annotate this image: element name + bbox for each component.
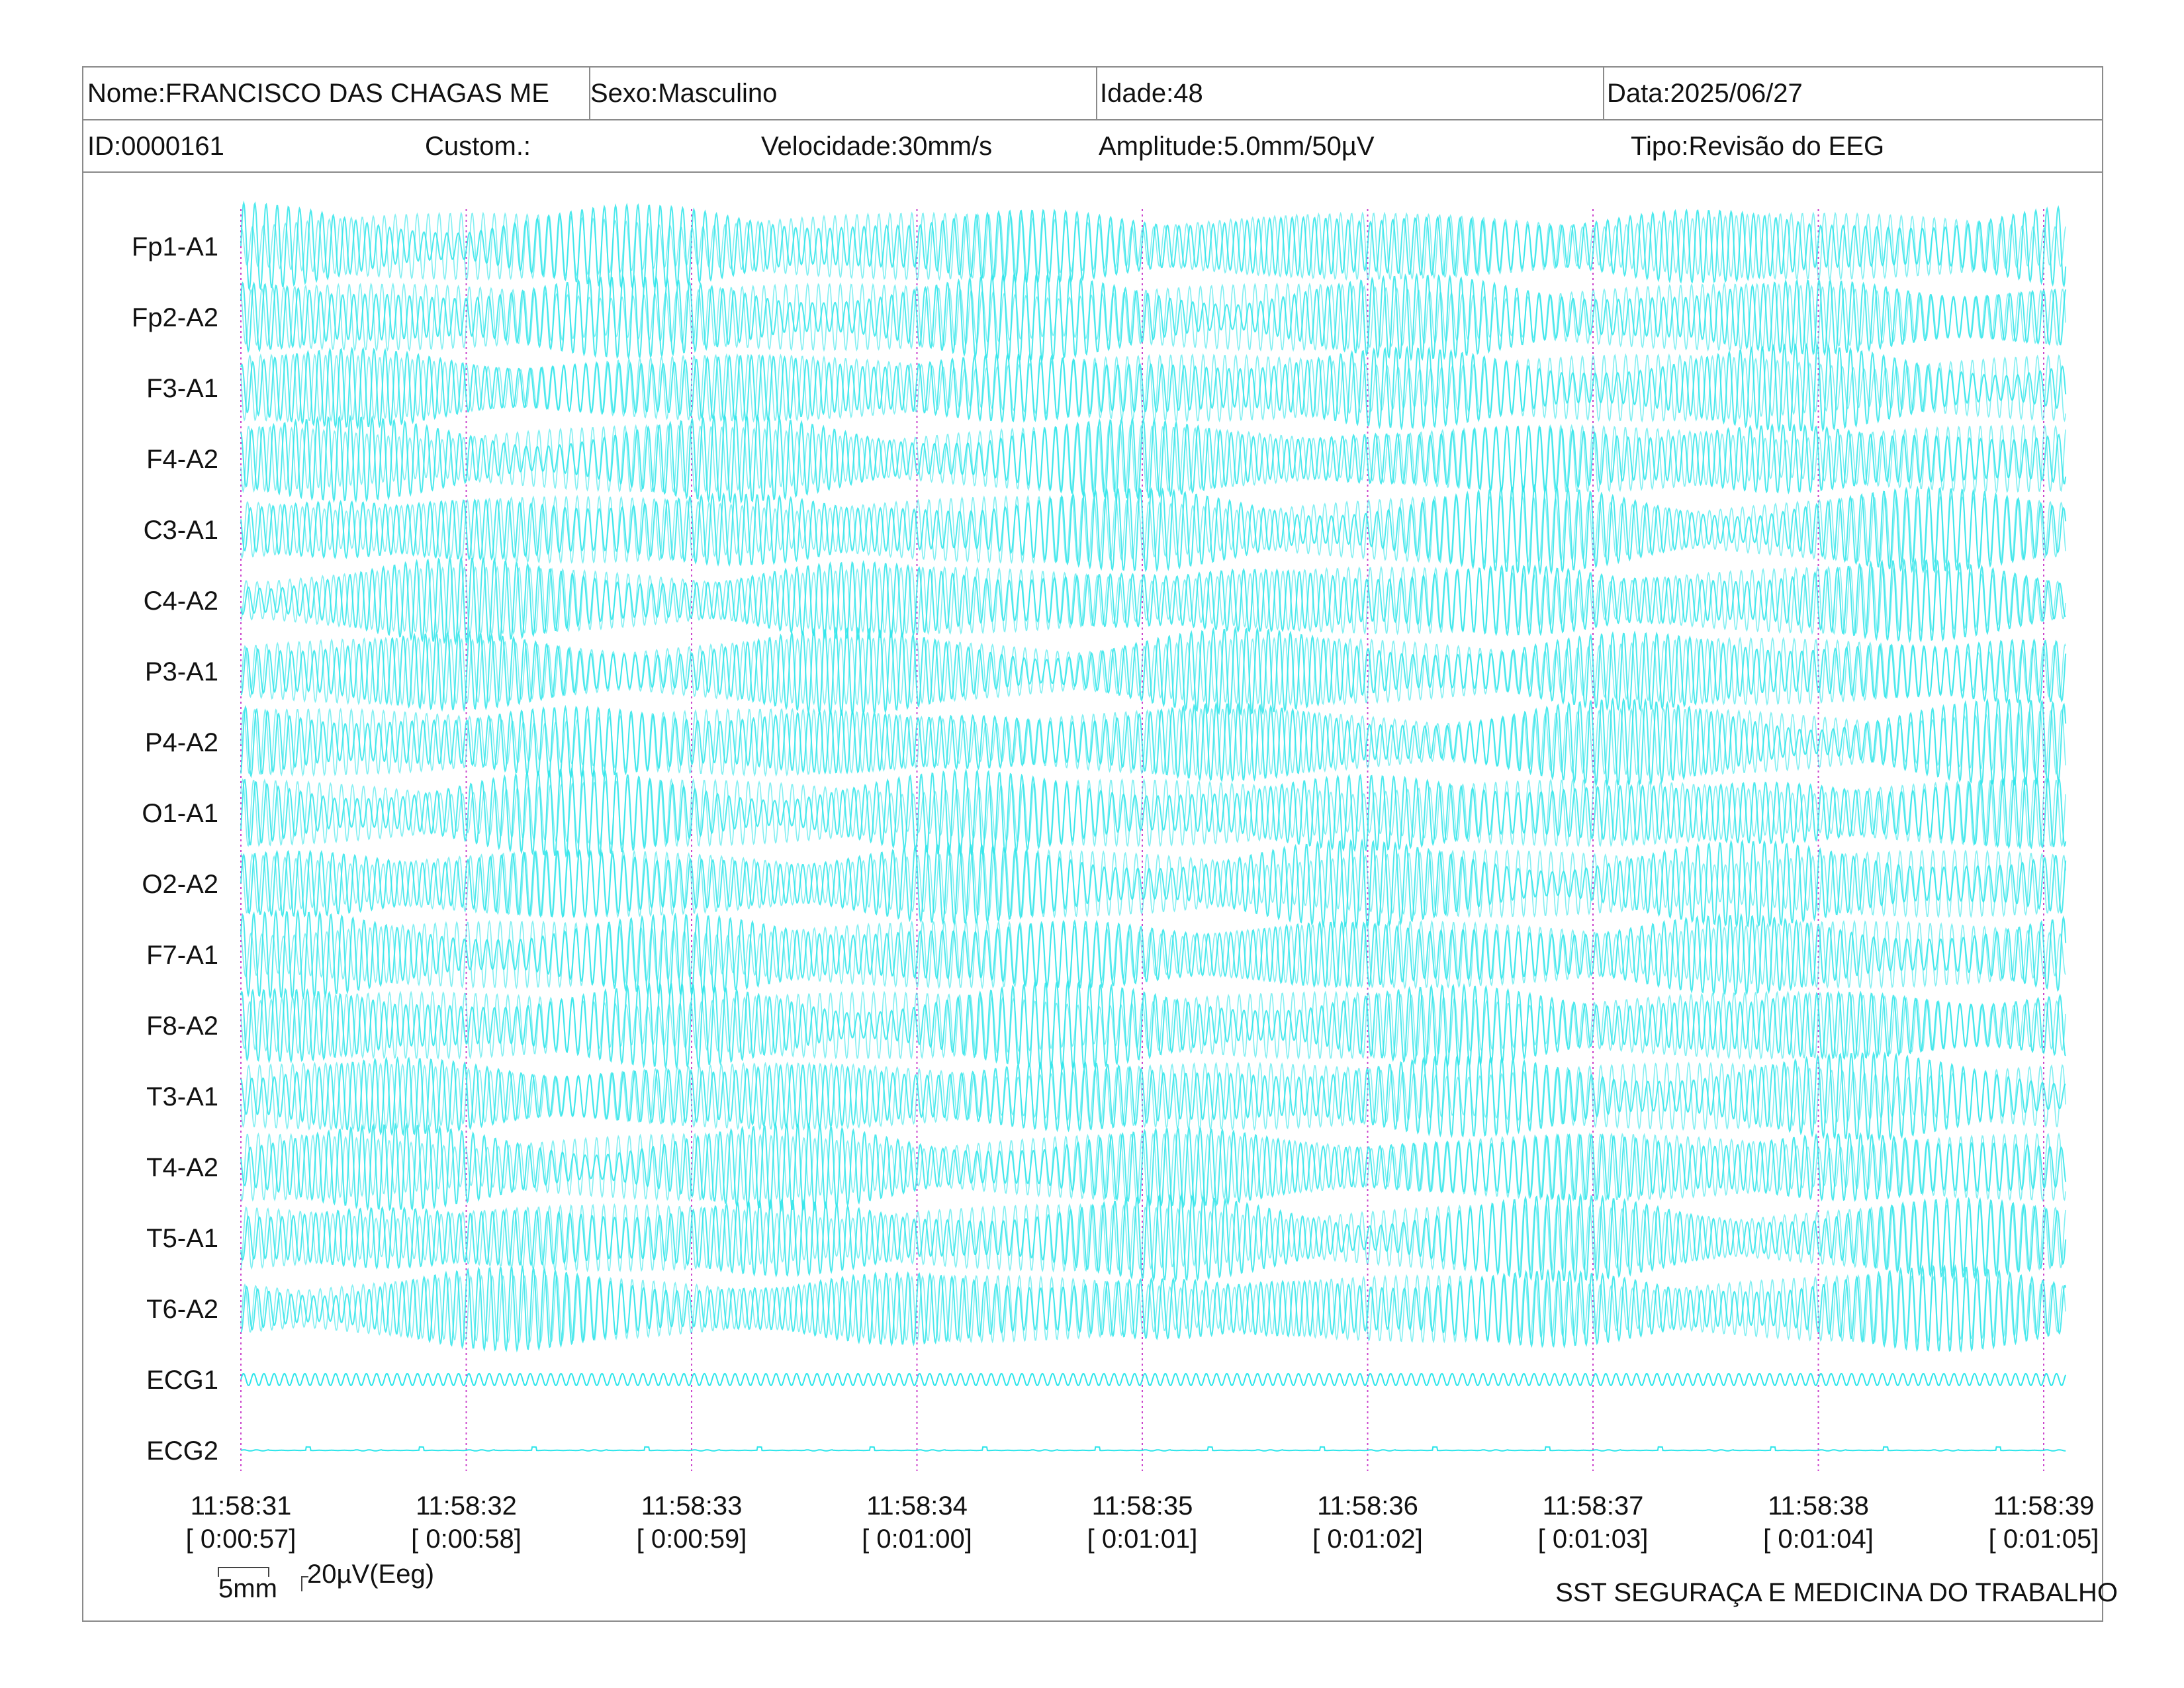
channel-label: O1-A1 — [142, 799, 218, 828]
channel-label: T5-A1 — [146, 1224, 218, 1253]
channel-label: F8-A2 — [146, 1011, 218, 1041]
channel-trace — [240, 271, 2067, 363]
channel-trace-overlay — [240, 1203, 2066, 1273]
channel-trace-overlay — [240, 1061, 2066, 1131]
time-tick-label: 11:58:36 — [1317, 1491, 1418, 1521]
channel-trace — [240, 980, 2066, 1071]
channel-trace-overlay — [240, 565, 2066, 635]
elapsed-tick-label: [ 0:00:58] — [411, 1524, 522, 1554]
channel-trace — [240, 1372, 2067, 1387]
channel-trace — [240, 767, 2067, 859]
amplitude-setting: Amplitude:5.0mm/50µV — [1099, 131, 1375, 161]
channel-trace-overlay — [240, 1132, 2066, 1202]
time-tick-label: 11:58:37 — [1543, 1491, 1644, 1521]
channel-trace — [240, 483, 2067, 576]
scale-bar-icon — [218, 1567, 308, 1591]
eeg-traces — [240, 200, 2067, 1452]
channel-label: ECG1 — [146, 1366, 218, 1395]
patient-sex: Sexo:Masculino — [589, 68, 1097, 119]
channel-trace-overlay — [240, 778, 2066, 847]
channel-trace — [240, 413, 2067, 504]
paper-speed: Velocidade:30mm/s — [761, 131, 993, 161]
channel-label: ECG2 — [146, 1436, 218, 1466]
time-tick-label: 11:58:33 — [641, 1491, 743, 1521]
channel-label: F4-A2 — [146, 445, 218, 474]
channel-trace-overlay — [240, 849, 2066, 919]
elapsed-tick-label: [ 0:01:04] — [1763, 1524, 1874, 1554]
channel-trace-overlay — [240, 919, 2066, 990]
elapsed-tick-label: [ 0:00:57] — [186, 1524, 296, 1554]
elapsed-tick-label: [ 0:01:00] — [862, 1524, 972, 1554]
report-frame: Nome:FRANCISCO DAS CHAGAS ME Sexo:Mascul… — [82, 66, 2103, 1622]
channel-label: C3-A1 — [144, 516, 218, 545]
channel-label: F3-A1 — [146, 374, 218, 403]
elapsed-tick-label: [ 0:01:05] — [1989, 1524, 2099, 1554]
channel-label: F7-A1 — [146, 941, 218, 970]
channel-trace-overlay — [240, 282, 2066, 352]
channel-label: Fp2-A2 — [132, 303, 218, 332]
channel-trace-overlay — [240, 990, 2066, 1060]
channel-trace-overlay — [240, 494, 2066, 564]
channel-trace-overlay — [240, 636, 2066, 706]
elapsed-tick-label: [ 0:01:01] — [1087, 1524, 1198, 1554]
channel-label: O2-A2 — [142, 870, 218, 899]
scale-amplitude-label: 20µV(Eeg) — [307, 1560, 435, 1589]
custom-field: Custom.: — [425, 131, 531, 161]
scale-time-label: 5mm — [218, 1574, 277, 1603]
channel-trace — [240, 626, 2067, 717]
elapsed-tick-label: [ 0:01:02] — [1312, 1524, 1423, 1554]
time-axis: 11:58:31[ 0:00:57] 11:58:32[ 0:00:58] 11:5… — [186, 1491, 2099, 1554]
header-row-recording: ID:0000161 Custom.: Velocidade:30mm/s Am… — [83, 120, 2102, 173]
time-tick-label: 11:58:32 — [416, 1491, 517, 1521]
channel-trace-overlay — [240, 424, 2066, 494]
channel-label: P4-A2 — [145, 728, 218, 757]
channel-trace-overlay — [240, 211, 2066, 281]
channel-trace — [240, 909, 2067, 1000]
channel-label: T6-A2 — [146, 1295, 218, 1324]
channel-trace — [240, 1446, 2066, 1452]
time-tick-label: 11:58:34 — [866, 1491, 968, 1521]
channel-label: T4-A2 — [146, 1153, 218, 1182]
patient-id: ID:0000161 — [87, 131, 224, 161]
channel-trace — [240, 342, 2067, 434]
channel-labels: Fp1-A1 Fp2-A2 F3-A1 F4-A2 C3-A1 C4-A2 P3-A1 P4-… — [132, 232, 218, 1466]
channel-trace — [240, 1122, 2067, 1212]
channel-label: T3-A1 — [146, 1082, 218, 1111]
channel-trace-overlay — [240, 353, 2066, 423]
channel-trace — [240, 1264, 2067, 1353]
time-tick-label: 11:58:31 — [191, 1491, 292, 1521]
patient-name: Nome:FRANCISCO DAS CHAGAS ME — [87, 79, 549, 108]
patient-age: Idade:48 — [1096, 68, 1607, 119]
time-tick-label: 11:58:35 — [1092, 1491, 1193, 1521]
channel-trace-overlay — [240, 707, 2066, 777]
organization-name: SST SEGURAÇA E MEDICINA DO TRABALHO — [1555, 1578, 2118, 1607]
exam-date: Data:2025/06/27 — [1603, 68, 2107, 119]
exam-type: Tipo:Revisão do EEG — [1631, 131, 1885, 161]
time-tick-label: 11:58:39 — [1993, 1491, 2095, 1521]
header-row-patient: Nome:FRANCISCO DAS CHAGAS ME Sexo:Mascul… — [83, 68, 2102, 120]
channel-label: C4-A2 — [144, 586, 218, 616]
channel-label: Fp1-A1 — [132, 232, 218, 261]
elapsed-tick-label: [ 0:01:03] — [1538, 1524, 1649, 1554]
channel-trace — [240, 696, 2067, 787]
time-tick-label: 11:58:38 — [1768, 1491, 1869, 1521]
channel-trace — [240, 1193, 2067, 1284]
elapsed-tick-label: [ 0:00:59] — [637, 1524, 747, 1554]
channel-trace-overlay — [240, 1274, 2066, 1344]
channel-label: P3-A1 — [145, 657, 218, 686]
